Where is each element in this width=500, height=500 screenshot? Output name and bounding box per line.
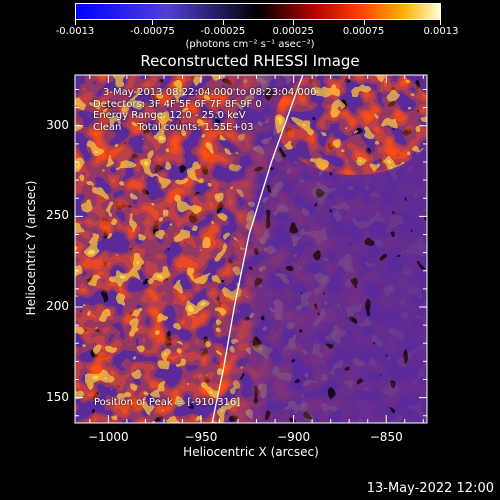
- limb-curve: [211, 75, 304, 423]
- plot-frame: [74, 74, 428, 424]
- heatmap-image: [75, 75, 427, 423]
- x-tick-label: −900: [277, 430, 311, 444]
- observation-annotations: 3-May-2013 08:22:04.000 to 08:23:04.000 …: [93, 87, 316, 133]
- x-tick-label: −950: [184, 430, 218, 444]
- y-tick-label: 150: [46, 389, 69, 404]
- colorbar-tick-label: 0.00025: [272, 26, 314, 37]
- colorbar-units: (photons cm⁻² s⁻¹ asec⁻²): [185, 39, 315, 50]
- colorbar-tick-label: -0.0013: [55, 26, 95, 37]
- colorbar-tick-mark: [222, 20, 224, 25]
- x-tick-label: −850: [369, 430, 403, 444]
- annotation-total-counts: Clean Total counts: 1.55E+03: [93, 121, 254, 133]
- x-axis-label: Heliocentric X (arcsec): [183, 445, 319, 459]
- peak-position-label: Position of Peak = [-910,316]: [94, 397, 241, 408]
- chart-title: Reconstructed RHESSI Image: [140, 52, 360, 70]
- colorbar-tick-label: 0.0013: [423, 26, 459, 37]
- colorbar-tick-label: 0.00075: [342, 26, 385, 37]
- y-tick-label: 250: [46, 208, 69, 223]
- colorbar-tick-mark: [363, 20, 365, 25]
- colorbar-tick-mark: [152, 20, 154, 25]
- y-axis-label: Heliocentric Y (arcsec): [24, 180, 38, 316]
- colorbar-tick-mark: [293, 20, 295, 25]
- colorbar-tick-label: -0.00075: [129, 26, 175, 37]
- colorbar-tick-label: -0.00025: [200, 26, 246, 37]
- annotation-detectors: Detectors: 3F 4F 5F 6F 7F 8F 9F 0: [93, 98, 262, 110]
- y-tick-label: 200: [46, 299, 69, 313]
- colorbar: [75, 3, 441, 20]
- annotation-energy-range: Energy Range: 12.0 - 25.0 keV: [93, 110, 246, 121]
- annotation-time-range: 3-May-2013 08:22:04.000 to 08:23:04.000: [103, 87, 317, 98]
- colorbar-tick-mark: [440, 20, 441, 25]
- y-tick-label: 300: [46, 117, 69, 132]
- x-tick-label: −1000: [88, 430, 129, 444]
- axis-ticks: [75, 75, 427, 423]
- colorbar-tick-mark: [75, 20, 76, 25]
- footer-date: 13-May-2022 12:00: [366, 481, 494, 496]
